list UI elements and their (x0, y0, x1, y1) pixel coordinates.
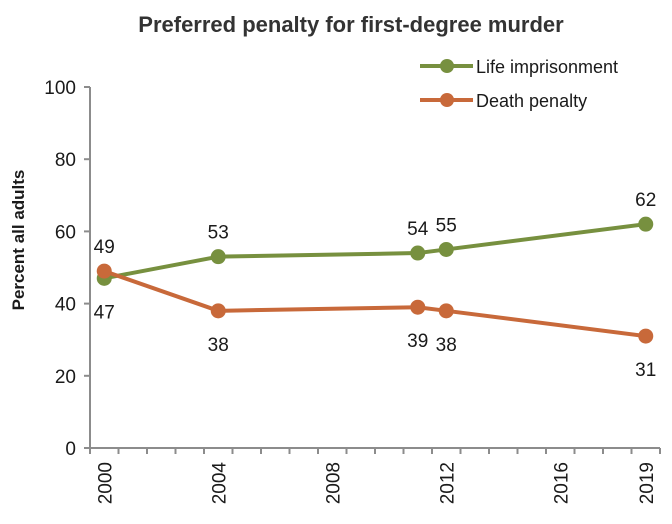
data-label: 38 (436, 335, 457, 356)
legend-label: Death penalty (476, 91, 587, 111)
series-group: 47 53 54 55 62 49 38 39 38 31 (94, 190, 657, 381)
legend-marker (440, 59, 454, 73)
data-label: 49 (94, 237, 115, 258)
data-label: 31 (635, 360, 656, 381)
data-point (210, 249, 226, 265)
data-label: 38 (208, 335, 229, 356)
legend-label: Life imprisonment (476, 57, 618, 77)
x-tick-label: 2016 (551, 462, 572, 504)
data-label: 62 (635, 190, 656, 211)
y-tick-label: 0 (65, 439, 76, 460)
y-tick-label: 80 (55, 150, 76, 171)
y-axis-label: Percent all adults (9, 170, 28, 311)
y-axis-ticks: 0 20 40 60 80 100 (44, 78, 90, 460)
data-label: 39 (407, 331, 428, 352)
data-point (410, 245, 426, 261)
data-point (438, 303, 454, 319)
data-point (638, 216, 654, 232)
series-line (103, 269, 647, 339)
data-point (438, 241, 454, 257)
x-tick-label: 2012 (437, 462, 458, 504)
chart-title: Preferred penalty for first-degree murde… (138, 12, 564, 37)
y-tick-label: 60 (55, 222, 76, 243)
x-tick-label: 2019 (637, 462, 658, 504)
y-tick-label: 100 (44, 78, 76, 99)
data-point (638, 328, 654, 344)
data-label: 55 (436, 215, 457, 236)
series-line (103, 222, 647, 281)
x-axis-ticks: 2000 2004 2008 2012 2016 2019 (89, 448, 661, 505)
data-label: 47 (94, 302, 115, 323)
x-tick-label: 2008 (323, 462, 344, 504)
data-point (410, 299, 426, 315)
legend-item: Death penalty (420, 91, 587, 111)
legend-marker (440, 93, 454, 107)
legend: Life imprisonment Death penalty (420, 57, 618, 111)
axes (89, 87, 660, 449)
x-tick-label: 2000 (95, 462, 116, 504)
x-tick-label: 2004 (209, 462, 230, 505)
data-point (210, 303, 226, 319)
data-label: 54 (407, 219, 429, 240)
legend-item: Life imprisonment (420, 57, 618, 77)
data-label: 53 (208, 223, 229, 244)
series-life-imprisonment (96, 216, 654, 286)
data-point (96, 263, 112, 279)
series-death-penalty (96, 263, 654, 344)
y-tick-label: 20 (55, 367, 76, 388)
y-tick-label: 40 (55, 295, 76, 316)
